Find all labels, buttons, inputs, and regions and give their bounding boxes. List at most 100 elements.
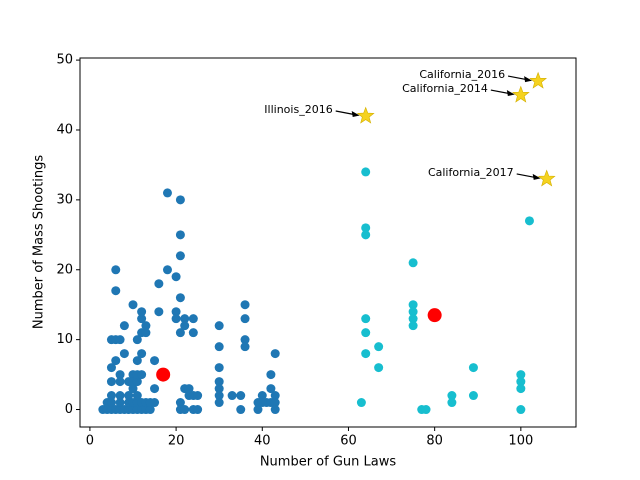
data-point xyxy=(447,391,457,401)
data-point xyxy=(408,258,418,268)
data-point xyxy=(193,405,203,415)
data-point xyxy=(240,335,250,345)
data-point xyxy=(115,391,125,401)
data-point xyxy=(408,314,418,324)
data-point xyxy=(257,391,267,401)
x-tick-label: 100 xyxy=(508,434,533,449)
data-point xyxy=(421,405,431,415)
highlight-star xyxy=(537,169,556,187)
data-point xyxy=(516,370,526,380)
highlight-star xyxy=(529,71,548,89)
data-point xyxy=(180,321,190,331)
annotation-arrowhead xyxy=(351,111,360,118)
data-point xyxy=(150,384,160,394)
data-point xyxy=(240,342,250,352)
data-point xyxy=(214,377,224,387)
data-point xyxy=(150,398,160,408)
data-point xyxy=(361,349,371,359)
data-point xyxy=(361,230,371,240)
data-point xyxy=(524,216,534,226)
data-point xyxy=(253,405,263,415)
data-point xyxy=(115,377,125,387)
data-point xyxy=(356,398,366,408)
x-axis-label: Number of Gun Laws xyxy=(260,455,397,470)
data-point xyxy=(408,321,418,331)
data-point xyxy=(106,391,116,401)
data-point xyxy=(115,335,125,345)
data-point xyxy=(266,370,276,380)
data-point xyxy=(154,307,164,317)
data-point xyxy=(270,349,280,359)
y-tick-label: 30 xyxy=(56,192,73,207)
data-point xyxy=(180,314,190,324)
annotation-label: California_2016 xyxy=(419,68,505,81)
data-point xyxy=(171,314,181,324)
y-tick-label: 20 xyxy=(56,262,73,277)
data-point xyxy=(132,377,142,387)
data-point xyxy=(270,405,280,415)
data-point xyxy=(188,328,198,338)
data-point xyxy=(374,342,384,352)
data-point xyxy=(447,398,457,408)
data-point xyxy=(171,272,181,282)
data-point xyxy=(124,391,134,401)
data-point xyxy=(137,349,147,359)
data-point xyxy=(137,307,147,317)
data-point xyxy=(145,405,155,415)
annotation-label: Illinois_2016 xyxy=(264,103,332,116)
data-point xyxy=(361,167,371,177)
annotation-arrowhead xyxy=(506,90,515,97)
data-point xyxy=(516,377,526,387)
annotation-label: California_2017 xyxy=(428,166,514,179)
centroid xyxy=(427,308,442,323)
data-point xyxy=(119,349,129,359)
y-axis-label: Number of Mass Shootings xyxy=(32,155,47,329)
data-point xyxy=(408,307,418,317)
data-point xyxy=(175,230,185,240)
data-point xyxy=(266,384,276,394)
data-point xyxy=(408,300,418,310)
data-point xyxy=(236,405,246,415)
data-point xyxy=(106,363,116,373)
data-point xyxy=(132,391,142,401)
data-point xyxy=(184,384,194,394)
highlight-star xyxy=(356,106,375,124)
data-point xyxy=(154,279,164,289)
data-point xyxy=(236,391,246,401)
data-point xyxy=(141,328,151,338)
data-point xyxy=(214,384,224,394)
data-point xyxy=(214,398,224,408)
data-point xyxy=(175,398,185,408)
data-point xyxy=(171,307,181,317)
data-point xyxy=(516,405,526,415)
data-point xyxy=(257,398,267,408)
y-tick-label: 10 xyxy=(56,332,73,347)
data-point xyxy=(361,328,371,338)
data-point xyxy=(115,370,125,380)
data-point xyxy=(106,377,116,387)
data-point xyxy=(468,391,478,401)
data-point xyxy=(214,363,224,373)
data-point xyxy=(162,188,172,198)
data-point xyxy=(374,363,384,373)
data-point xyxy=(106,398,116,408)
data-point xyxy=(111,356,121,366)
data-point xyxy=(162,265,172,275)
data-point xyxy=(119,321,129,331)
data-point xyxy=(175,251,185,261)
data-point xyxy=(188,314,198,324)
data-point xyxy=(115,398,125,408)
data-point xyxy=(468,363,478,373)
data-point xyxy=(361,223,371,233)
data-point xyxy=(214,342,224,352)
data-point xyxy=(361,314,371,324)
data-point xyxy=(132,356,142,366)
y-tick-label: 40 xyxy=(56,122,73,137)
data-point xyxy=(128,300,138,310)
data-point xyxy=(175,328,185,338)
data-point xyxy=(111,265,121,275)
x-tick-label: 60 xyxy=(340,434,357,449)
data-point xyxy=(240,300,250,310)
data-point xyxy=(214,391,224,401)
data-point xyxy=(128,384,138,394)
